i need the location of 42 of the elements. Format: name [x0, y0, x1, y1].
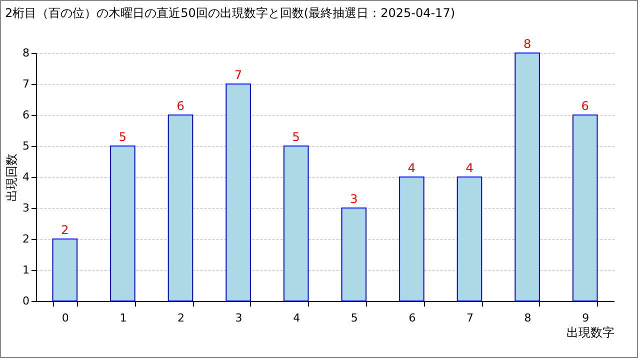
data-label: 3 [350, 192, 358, 206]
x-axis-title: 出現数字 [566, 326, 614, 340]
x-tick-label: 2 [178, 312, 184, 324]
data-label: 5 [292, 130, 300, 144]
y-tick-label: 1 [22, 264, 30, 276]
y-tick-label: 7 [22, 78, 30, 90]
x-tick-label: 7 [466, 312, 474, 324]
data-label: 7 [234, 68, 242, 82]
x-tick-label: 9 [582, 312, 590, 324]
data-label: 5 [118, 130, 127, 144]
bar [572, 114, 598, 302]
y-tick-label: 8 [22, 46, 30, 60]
data-label: 6 [176, 99, 184, 113]
x-tick-label: 5 [350, 312, 358, 324]
x-tick-label: 0 [62, 312, 69, 324]
bar [52, 238, 78, 302]
bar [456, 176, 482, 302]
bar [110, 146, 136, 302]
y-tick-label: 3 [22, 202, 30, 214]
bar [399, 176, 424, 302]
x-tick-label: 8 [524, 312, 532, 324]
chart-title: 2桁目（百の位）の木曜日の直近50回の出現数字と回数(最終抽選日：2025-04-17) [5, 6, 456, 20]
y-tick-label: 0 [22, 294, 30, 308]
x-tick-label: 6 [408, 312, 416, 324]
y-axis-title: 出現回数 [4, 154, 18, 202]
bar [168, 114, 194, 302]
data-label: 8 [523, 37, 532, 51]
bar [341, 208, 367, 302]
x-tick-label: 1 [120, 312, 127, 324]
bar [283, 146, 309, 302]
bar [226, 84, 251, 302]
x-tick-label: 3 [235, 312, 242, 324]
bar [514, 52, 540, 302]
x-tick-label: 4 [293, 312, 300, 324]
data-label: 2 [61, 223, 69, 237]
y-tick-label: 2 [22, 232, 30, 246]
y-tick-label: 6 [22, 108, 30, 122]
data-label: 6 [581, 99, 589, 113]
data-label: 4 [408, 161, 416, 175]
y-tick-label: 4 [22, 170, 30, 184]
data-label: 4 [466, 161, 474, 175]
y-tick-label: 5 [22, 140, 30, 152]
